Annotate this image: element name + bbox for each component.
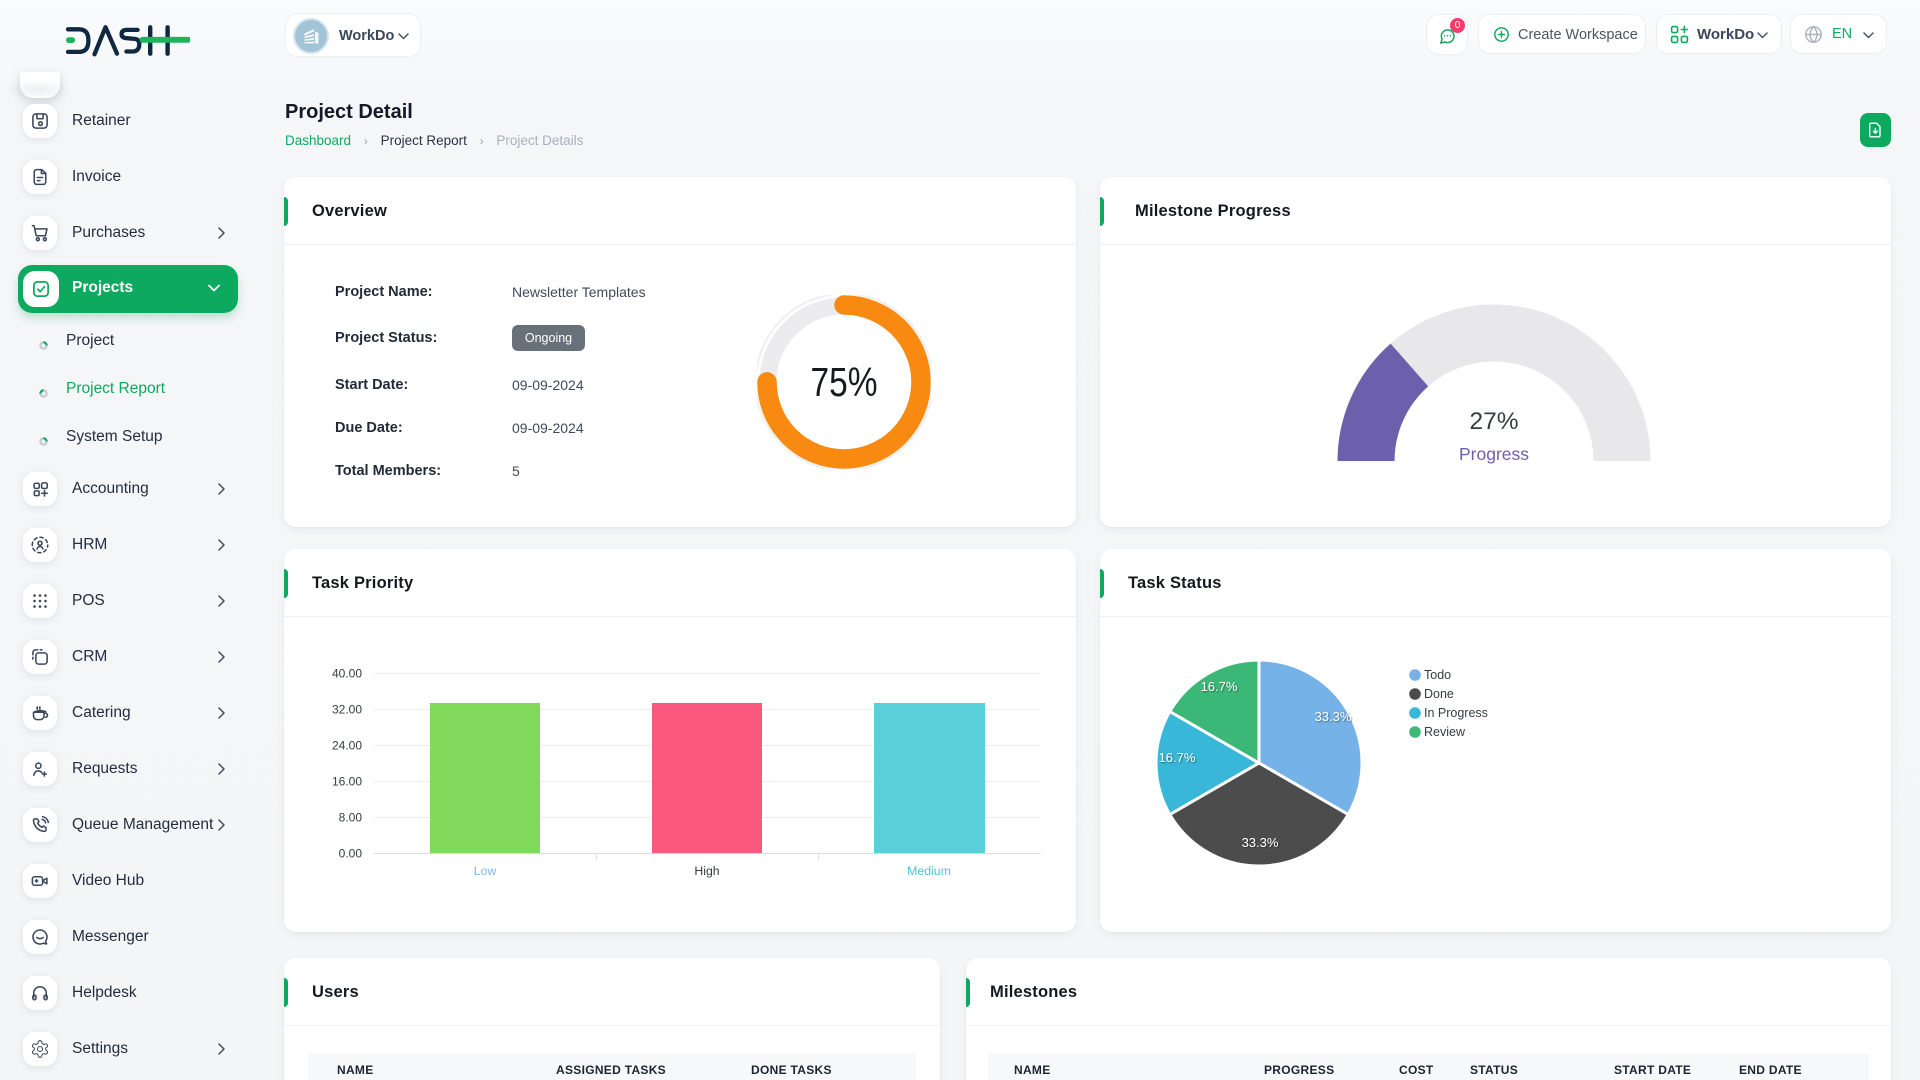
svg-text:High: High xyxy=(694,864,719,878)
svg-text:Done: Done xyxy=(1424,687,1454,701)
svg-text:0.00: 0.00 xyxy=(339,847,363,861)
svg-text:16.7%: 16.7% xyxy=(1201,679,1238,694)
svg-text:16.00: 16.00 xyxy=(332,775,362,789)
svg-text:In Progress: In Progress xyxy=(1424,706,1488,720)
svg-text:Low: Low xyxy=(474,864,497,878)
svg-text:8.00: 8.00 xyxy=(339,811,363,825)
svg-text:Progress: Progress xyxy=(1459,444,1529,464)
svg-text:75%: 75% xyxy=(811,359,878,405)
svg-text:40.00: 40.00 xyxy=(332,667,362,681)
svg-text:Review: Review xyxy=(1424,725,1466,739)
svg-text:24.00: 24.00 xyxy=(332,739,362,753)
svg-text:16.7%: 16.7% xyxy=(1159,750,1196,765)
svg-text:Todo: Todo xyxy=(1424,668,1451,682)
svg-text:33.3%: 33.3% xyxy=(1242,835,1279,850)
svg-text:33.3%: 33.3% xyxy=(1315,709,1352,724)
svg-text:32.00: 32.00 xyxy=(332,703,362,717)
svg-text:27%: 27% xyxy=(1469,408,1518,435)
svg-text:Medium: Medium xyxy=(907,864,951,878)
